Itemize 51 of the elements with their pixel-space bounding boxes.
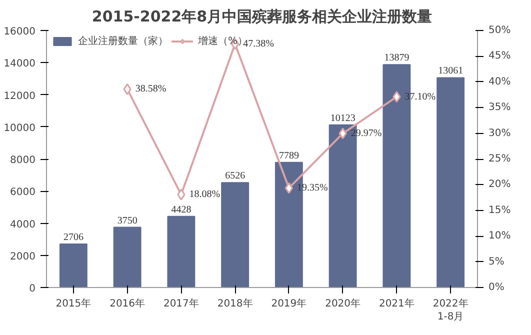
- point: [392, 91, 401, 103]
- chart-title: 2015-2022年8月中国殡葬服务相关企业注册数量: [92, 8, 432, 26]
- y-tick-label: 10000: [4, 122, 36, 134]
- y-tick-label: 12000: [4, 90, 36, 102]
- y-tick-label: 6000: [10, 187, 36, 198]
- y-tick-label: 8000: [10, 155, 36, 166]
- bar: [113, 226, 142, 288]
- point: [284, 182, 294, 194]
- data-label: 13879: [384, 52, 410, 64]
- y2-tick-label: 50%: [488, 25, 511, 36]
- x-tick-label: 2015年: [56, 298, 92, 310]
- y2-tick-label: 15%: [488, 204, 511, 216]
- bar: [59, 244, 88, 288]
- y2-tick-label: 5%: [488, 256, 504, 268]
- data-label: 7789: [278, 150, 299, 162]
- data-label: 2706: [63, 232, 84, 244]
- y2-tick-label: 40%: [488, 76, 511, 88]
- legend-label: 企业注册数量（家）: [78, 34, 168, 48]
- data-label: 10123: [330, 112, 356, 124]
- point: [338, 128, 347, 140]
- y2-tick-label: 35%: [488, 102, 511, 114]
- y2-tick-label: 0%: [488, 282, 504, 293]
- data-label: 47.38%: [243, 38, 274, 50]
- x-tick-label: 2020年: [325, 298, 361, 310]
- data-label: 4428: [171, 204, 192, 216]
- data-label: 13061: [438, 66, 464, 77]
- data-label: 6526: [225, 170, 246, 182]
- y2-tick-label: 45%: [488, 50, 511, 62]
- x-tick-label: 2022年 1-8月: [432, 298, 468, 323]
- x-tick-label: 2021年: [378, 298, 414, 310]
- y-tick-label: 14000: [4, 58, 36, 70]
- y2-tick-label: 10%: [488, 230, 511, 242]
- data-label: 18.08%: [189, 189, 220, 200]
- x-tick-label: 2017年: [163, 298, 199, 310]
- bar: [221, 182, 250, 288]
- data-label: 3750: [117, 215, 138, 226]
- data-label: 38.58%: [135, 84, 166, 95]
- x-tick-label: 2018年: [217, 298, 253, 310]
- y-tick-label: 16000: [4, 26, 36, 38]
- y2-tick-label: 30%: [488, 128, 511, 139]
- y2-tick-label: 25%: [488, 154, 511, 164]
- y2-tick-label: 20%: [488, 179, 511, 190]
- bar: [167, 216, 196, 288]
- x-tick-label: 2019年: [271, 298, 307, 310]
- point: [123, 83, 132, 95]
- y-tick-label: 0: [29, 284, 36, 294]
- y-tick-label: 2000: [10, 251, 36, 262]
- bar: [436, 77, 465, 288]
- y-tick-label: 4000: [10, 219, 36, 230]
- point: [177, 188, 186, 200]
- x-tick-label: 2016年: [110, 298, 146, 310]
